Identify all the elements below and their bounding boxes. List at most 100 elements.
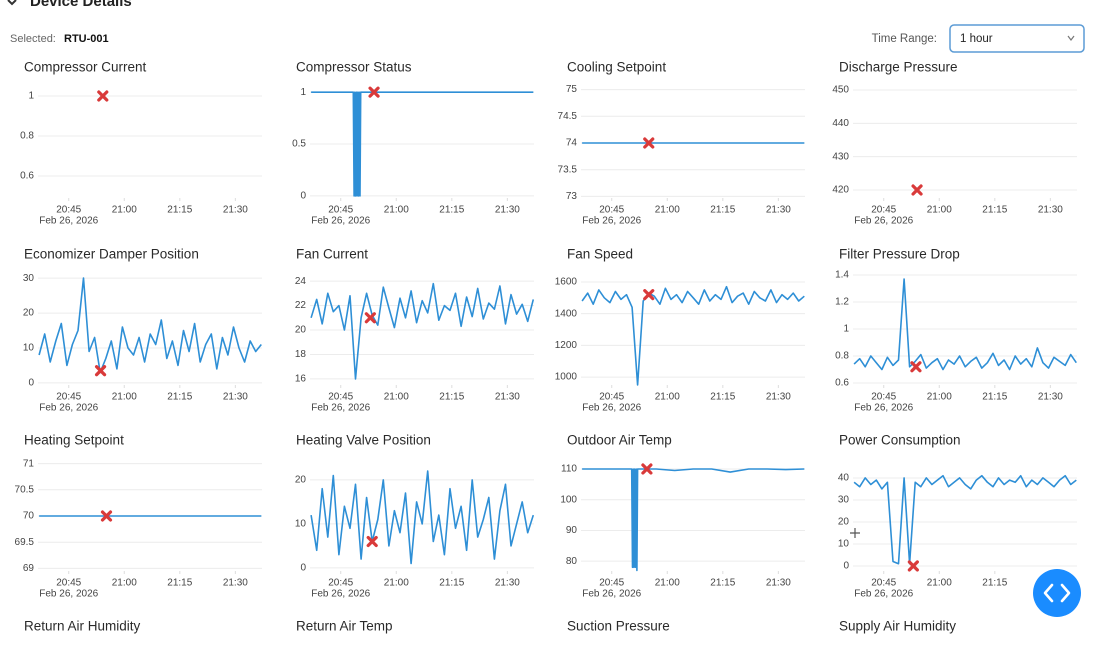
y-tick-label: 69.5	[15, 537, 35, 548]
y-tick-label: 22	[295, 300, 307, 311]
x-tick-label: 21:00	[384, 392, 409, 403]
series-line	[853, 278, 1077, 371]
section-title: Device Details	[30, 0, 132, 10]
y-tick-label: 420	[832, 185, 849, 196]
y-tick-label: 73.5	[558, 164, 578, 175]
y-tick-label: 1000	[555, 372, 578, 383]
y-tick-label: 30	[838, 495, 850, 506]
y-tick-label: 100	[560, 494, 577, 505]
x-tick-date: Feb 26, 2026	[311, 589, 370, 600]
x-tick-label: 21:30	[223, 392, 248, 403]
x-tick-date: Feb 26, 2026	[311, 403, 370, 414]
chart-title: Compressor Status	[296, 60, 412, 75]
y-tick-label: 90	[566, 525, 578, 536]
x-tick-label: 20:45	[871, 392, 896, 403]
marker	[911, 184, 923, 196]
x-tick-label: 21:15	[167, 205, 192, 216]
y-tick-label: 0	[300, 563, 306, 574]
y-tick-label: 1.4	[835, 270, 849, 281]
x-tick-label: 21:00	[655, 205, 680, 216]
x-tick-label: 21:15	[982, 392, 1007, 403]
x-tick-label: 21:00	[927, 392, 952, 403]
x-tick-label: 21:00	[384, 578, 409, 589]
x-tick-label: 21:15	[710, 205, 735, 216]
y-tick-label: 10	[838, 539, 850, 550]
chart-title: Heating Valve Position	[296, 433, 431, 448]
x-tick-date: Feb 26, 2026	[854, 216, 913, 227]
x-tick-label: 21:00	[112, 205, 137, 216]
x-tick-label: 20:45	[599, 205, 624, 216]
y-tick-label: 69	[23, 563, 35, 574]
y-tick-label: 70.5	[15, 484, 35, 495]
y-tick-label: 71	[23, 458, 35, 469]
select-caret	[1067, 35, 1075, 41]
marker	[910, 361, 922, 373]
chart-title: Power Consumption	[839, 433, 961, 448]
x-tick-label: 21:15	[439, 392, 464, 403]
x-tick-label: 21:30	[495, 578, 520, 589]
y-tick-label: 1	[28, 91, 34, 102]
x-tick-label: 20:45	[56, 392, 81, 403]
y-tick-label: 20	[295, 325, 307, 336]
x-tick-date: Feb 26, 2026	[39, 216, 98, 227]
chevron[interactable]	[7, 0, 17, 6]
chart-title: Discharge Pressure	[839, 60, 958, 75]
marker	[97, 90, 109, 102]
code-button[interactable]	[1033, 569, 1081, 617]
selected-value: RTU-001	[64, 33, 109, 45]
marker	[364, 312, 376, 324]
y-tick-label: 75	[566, 84, 578, 95]
x-tick-label: 21:00	[927, 578, 952, 589]
y-tick-label: 74.5	[558, 111, 578, 122]
chart-title: Compressor Current	[24, 60, 147, 75]
x-tick-date: Feb 26, 2026	[582, 216, 641, 227]
y-tick-label: 110	[561, 464, 577, 475]
x-tick-label: 21:30	[766, 392, 791, 403]
y-tick-label: 430	[832, 151, 849, 162]
y-tick-label: 0	[843, 561, 849, 572]
selected-label: Selected:	[10, 33, 56, 45]
x-tick-label: 21:30	[1038, 392, 1063, 403]
y-tick-label: 0.6	[20, 171, 34, 182]
marker	[643, 137, 655, 149]
y-tick-label: 440	[832, 118, 849, 129]
x-tick-date: Feb 26, 2026	[582, 403, 641, 414]
code-icon	[1043, 583, 1071, 603]
marker	[641, 463, 653, 475]
x-tick-label: 21:00	[384, 205, 409, 216]
time-range-select[interactable]	[949, 24, 1085, 53]
x-tick-label: 21:15	[439, 578, 464, 589]
x-tick-label: 21:00	[655, 392, 680, 403]
marker	[94, 365, 107, 377]
series-line	[311, 91, 534, 197]
x-tick-label: 21:15	[439, 205, 464, 216]
series-line	[853, 474, 1077, 565]
y-tick-label: 450	[832, 85, 849, 96]
y-tick-label: 10	[295, 519, 307, 530]
chart-title: Return Air Humidity	[24, 619, 141, 634]
x-tick-label: 21:30	[223, 205, 248, 216]
x-tick-label: 21:30	[495, 205, 520, 216]
chart-title: Supply Air Humidity	[839, 619, 956, 634]
x-tick-label: 20:45	[328, 392, 353, 403]
x-tick-label: 20:45	[871, 578, 896, 589]
time-range-value: 1 hour	[960, 33, 993, 45]
x-tick-date: Feb 26, 2026	[39, 403, 98, 414]
y-tick-label: 0	[300, 191, 306, 202]
x-tick-label: 21:15	[982, 205, 1007, 216]
x-tick-label: 20:45	[599, 578, 624, 589]
x-tick-label: 20:45	[56, 205, 81, 216]
x-tick-label: 20:45	[56, 578, 81, 589]
chart-title: Cooling Setpoint	[567, 60, 666, 75]
marker	[366, 535, 378, 548]
chart-title: Filter Pressure Drop	[839, 247, 960, 262]
marker	[368, 86, 380, 98]
y-tick-label: 80	[566, 556, 578, 567]
y-tick-label: 0	[28, 378, 34, 389]
y-tick-label: 1	[843, 324, 849, 335]
x-tick-label: 21:15	[167, 578, 192, 589]
time-range-label: Time Range:	[872, 33, 937, 45]
y-tick-label: 40	[838, 473, 850, 484]
y-tick-label: 0.8	[835, 351, 849, 362]
